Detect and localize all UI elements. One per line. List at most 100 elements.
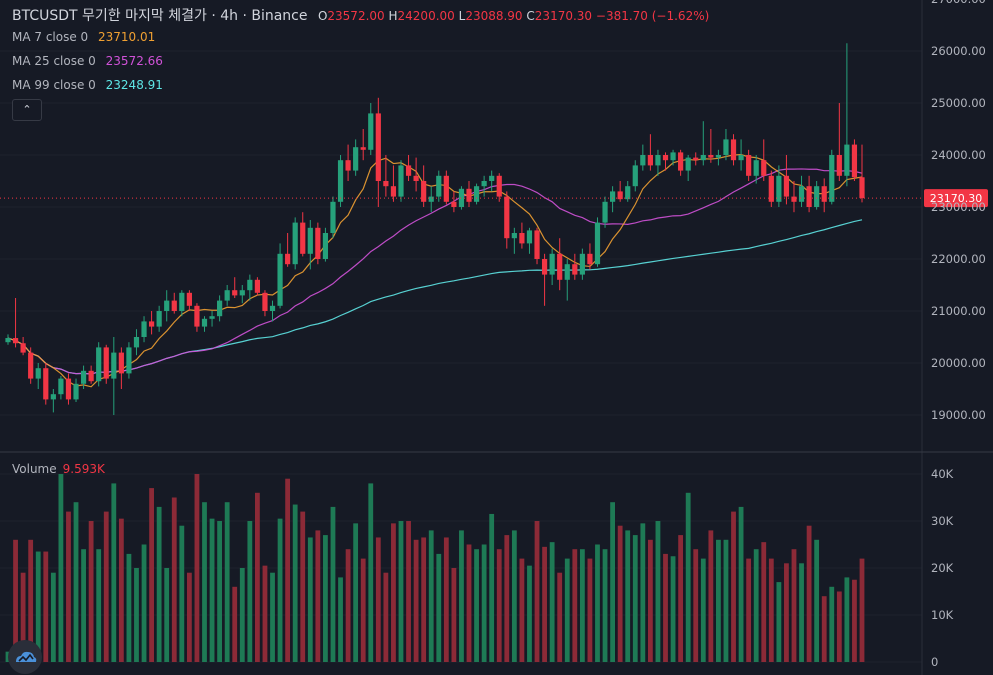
candle-body <box>164 300 170 311</box>
volume-bar <box>239 568 245 662</box>
candle-body <box>693 157 699 161</box>
volume-bar <box>549 542 555 662</box>
price-axis-tick: 24000.00 <box>931 148 986 162</box>
candle-body <box>798 186 805 202</box>
candle-body <box>133 337 140 348</box>
volume-bar <box>859 558 865 662</box>
candle-body <box>594 222 601 265</box>
collapse-legend-button[interactable]: ⌃ <box>12 99 42 121</box>
volume-bar <box>20 572 26 662</box>
close-value: 23170.30 <box>534 9 593 23</box>
ma25-label: MA 25 close 0 <box>12 54 96 68</box>
volume-bar <box>406 521 411 662</box>
price-axis-tick: 20000.00 <box>931 356 986 370</box>
volume-bar <box>368 483 374 662</box>
volume-bar <box>670 556 676 662</box>
volume-bar <box>307 537 313 662</box>
volume-bar <box>292 504 298 662</box>
volume-bar <box>96 549 102 662</box>
candle-body <box>602 201 608 223</box>
volume-bar <box>285 478 291 662</box>
volume-axis-tick: 20K <box>931 561 954 575</box>
volume-bar <box>700 558 706 662</box>
volume-bar <box>542 546 547 662</box>
volume-bar <box>35 551 41 662</box>
volume-bar <box>791 549 797 662</box>
volume-bar <box>391 523 396 662</box>
candle-body <box>292 222 298 265</box>
candle-body <box>398 165 404 197</box>
candle-body <box>413 175 419 181</box>
ma7-value: 23710.01 <box>98 30 156 44</box>
candle-body <box>405 165 412 176</box>
candle-body <box>5 338 11 343</box>
volume-bar <box>330 506 336 662</box>
ma7-line <box>7 154 863 388</box>
ma25-value: 23572.66 <box>105 54 163 68</box>
candle-body <box>715 155 722 158</box>
volume-bar <box>194 474 200 662</box>
candle-body <box>217 300 223 317</box>
volume-bar <box>413 539 419 662</box>
price-axis-tick: 22000.00 <box>931 252 986 266</box>
volume-bar <box>511 530 517 662</box>
volume-axis-tick: 30K <box>931 514 954 528</box>
ma7-legend[interactable]: MA 7 close 0 23710.01 <box>12 30 155 44</box>
tradingview-logo[interactable] <box>8 640 42 674</box>
candle-body <box>390 186 397 197</box>
candle-body <box>541 259 548 275</box>
open-value: 23572.00 <box>327 9 385 23</box>
candle-body <box>65 378 72 400</box>
candle-body <box>814 186 820 207</box>
volume-bar <box>186 572 192 662</box>
volume-bar <box>481 544 487 662</box>
volume-bar <box>829 586 835 662</box>
candle-body <box>640 155 646 166</box>
candle-body <box>179 292 185 311</box>
candle-body <box>254 279 260 293</box>
volume-bar <box>708 530 714 662</box>
volume-bar <box>610 502 616 662</box>
interval-label[interactable]: 4h <box>220 8 238 24</box>
volume-bar <box>66 511 71 662</box>
tradingview-cloud-icon <box>16 651 37 662</box>
volume-bar <box>844 577 850 662</box>
candle-body <box>28 352 34 379</box>
change-value: −381.70 (−1.62%) <box>595 9 710 23</box>
candle-body <box>662 155 669 161</box>
candle-body <box>126 347 132 374</box>
volume-bar <box>753 549 759 662</box>
volume-bar <box>88 521 94 662</box>
volume-bar <box>489 513 495 662</box>
ma99-legend[interactable]: MA 99 close 0 23248.91 <box>12 78 163 92</box>
volume-bar <box>50 572 56 662</box>
volume-axis-tick: 0 <box>931 655 938 669</box>
candle-body <box>829 155 835 202</box>
volume-bar <box>232 586 238 662</box>
candle-body <box>224 290 230 301</box>
candle-body <box>610 191 616 202</box>
candle-body <box>655 155 661 166</box>
volume-bar <box>277 518 283 662</box>
candle-body <box>88 370 94 382</box>
candle-body <box>43 368 49 400</box>
candle-body <box>511 233 517 239</box>
candle-body <box>300 222 306 254</box>
volume-axis-tick: 10K <box>931 608 954 622</box>
symbol-label[interactable]: BTCUSDT <box>12 8 78 24</box>
volume-bar <box>224 502 230 662</box>
volume-bar <box>315 530 321 662</box>
price-axis-tick: 27000.00 <box>931 0 986 6</box>
candle-body <box>239 290 245 296</box>
volume-legend[interactable]: Volume 9.593K <box>12 462 105 476</box>
candle-body <box>156 311 162 327</box>
ma25-legend[interactable]: MA 25 close 0 23572.66 <box>12 54 163 68</box>
candle-body <box>746 155 752 176</box>
ma25-line <box>7 168 863 375</box>
candle-body <box>700 155 706 161</box>
volume-bar <box>436 553 442 662</box>
candle-body <box>466 188 472 202</box>
candle-body <box>557 253 563 280</box>
volume-bar <box>527 565 532 662</box>
